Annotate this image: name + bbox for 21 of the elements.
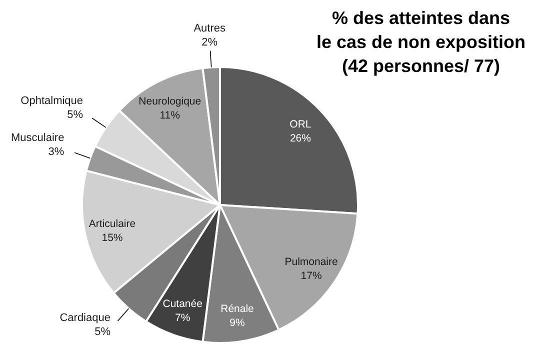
data-label: 17% <box>300 270 322 282</box>
slice-label: Cutanée <box>162 298 203 310</box>
slice-label: Pulmonaire <box>284 256 338 268</box>
data-label: 9% <box>230 317 245 330</box>
data-label: 26% <box>290 132 311 144</box>
data-label: 15% <box>102 232 123 244</box>
slice-label: Ophtalmique <box>20 94 84 107</box>
data-label: 11% <box>160 110 180 122</box>
data-label: 2% <box>202 36 218 49</box>
slice-label: Rénale <box>220 303 254 316</box>
text: % des atteintes dans le cas de non exposition (42 personnes/ 77) <box>315 7 527 78</box>
slice-label: Musculaire <box>11 132 64 144</box>
data-label: 5% <box>67 108 84 121</box>
data-label: 3% <box>48 146 64 158</box>
data-label: 5% <box>94 326 111 338</box>
data-label: 7% <box>175 312 190 324</box>
slice-label: Neurologique <box>138 96 202 108</box>
slice-label: Articulaire <box>88 218 136 230</box>
slice-label: Cardiaque <box>60 312 110 324</box>
slice-label: ORL <box>290 118 312 130</box>
slice-label: Autres <box>194 22 226 35</box>
